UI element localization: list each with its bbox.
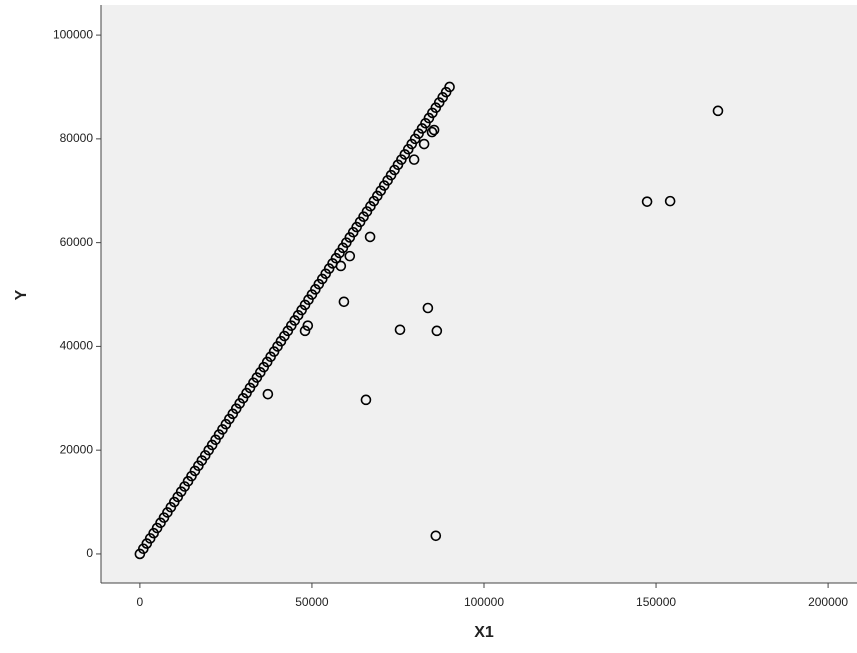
point [360, 394, 372, 406]
point [430, 530, 442, 542]
point [408, 154, 420, 165]
point [444, 81, 455, 93]
x-tick-label: 0 [137, 595, 144, 609]
point [338, 296, 350, 308]
point [335, 260, 347, 272]
point [302, 320, 314, 331]
point [712, 105, 724, 117]
y-axis-title: Y [13, 289, 30, 300]
x-tick-label: 200000 [808, 595, 848, 609]
point [364, 231, 376, 243]
x-tick-label: 50000 [295, 595, 329, 609]
x-tick-label: 150000 [636, 595, 676, 609]
y-tick-label: 40000 [60, 339, 94, 353]
point [299, 325, 311, 337]
y-tick-label: 80000 [60, 131, 94, 145]
point [428, 124, 440, 136]
y-tick-label: 100000 [53, 27, 93, 41]
point [426, 126, 438, 138]
point [664, 195, 676, 207]
x-tick-label: 100000 [464, 595, 504, 609]
point [394, 324, 406, 336]
y-tick-label: 20000 [60, 442, 94, 456]
y-tick-label: 60000 [60, 235, 94, 249]
point [431, 325, 443, 337]
plot-area [101, 5, 857, 583]
y-tick-label: 0 [86, 546, 93, 560]
point [344, 250, 356, 262]
point [422, 302, 434, 314]
point [641, 196, 653, 207]
point [418, 138, 430, 150]
point [262, 388, 274, 400]
x-axis-title: X1 [474, 624, 494, 641]
